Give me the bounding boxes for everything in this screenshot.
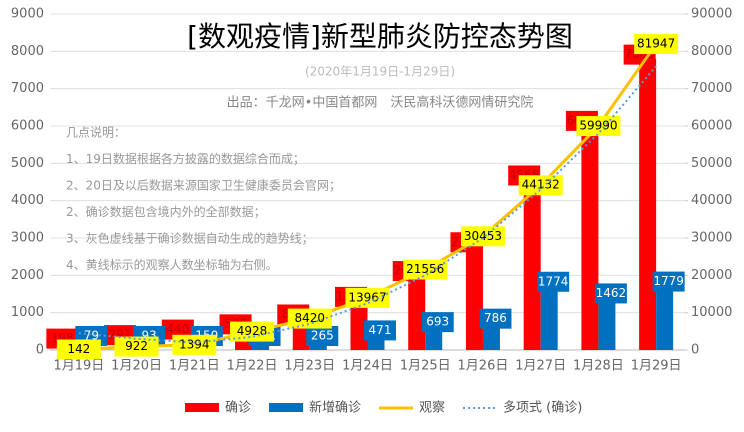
y-tick-label: 0 bbox=[36, 343, 44, 358]
bar bbox=[656, 283, 674, 350]
value-label: 59990 bbox=[579, 119, 617, 133]
y2-tick-label: 30000 bbox=[691, 231, 732, 246]
value-label-box bbox=[652, 271, 685, 292]
value-label-box bbox=[594, 283, 627, 304]
x-tick-label: 1月23日 bbox=[284, 359, 335, 374]
bar bbox=[598, 295, 616, 350]
value-label: 79 bbox=[84, 329, 99, 343]
x-tick-label: 1月27日 bbox=[515, 359, 566, 374]
bar bbox=[581, 124, 599, 350]
x-tick-label: 1月28日 bbox=[573, 359, 624, 374]
value-label-box bbox=[576, 116, 621, 137]
value-label-box bbox=[306, 326, 339, 346]
legend-label: 新增确诊 bbox=[309, 400, 361, 416]
x-tick-label: 1月20日 bbox=[111, 359, 162, 374]
chart-subtitle: (2020年1月19日-1月29日) bbox=[305, 65, 455, 79]
value-label: 1774 bbox=[538, 274, 569, 288]
bar bbox=[350, 300, 368, 350]
value-label: 471 bbox=[369, 323, 392, 337]
y2-tick-label: 40000 bbox=[691, 193, 732, 208]
bar bbox=[639, 58, 657, 350]
y-tick-label: 2000 bbox=[11, 268, 44, 283]
y-tick-label: 6000 bbox=[11, 119, 44, 134]
value-label: 786 bbox=[484, 311, 507, 325]
y2-tick-label: 50000 bbox=[691, 156, 732, 171]
y-tick-label: 8000 bbox=[11, 44, 44, 59]
y-tick-label: 5000 bbox=[11, 156, 44, 171]
grid bbox=[50, 13, 685, 351]
legend-label: 观察 bbox=[419, 401, 445, 416]
value-label: 21556 bbox=[406, 262, 444, 276]
y-tick-label: 3000 bbox=[11, 231, 44, 246]
legend-label: 多项式 (确诊) bbox=[503, 400, 582, 416]
bar bbox=[252, 345, 270, 350]
value-label-box bbox=[172, 334, 217, 355]
value-label: 4928 bbox=[237, 324, 268, 338]
note: 2、确诊数据包含境内外的全部数据； bbox=[66, 204, 266, 219]
source: 出品：千龙网•中国首都网 沃民高科沃德网情研究院 bbox=[227, 95, 534, 111]
value-label-box bbox=[479, 308, 512, 329]
value-label: 142 bbox=[67, 342, 90, 356]
y2-tick-label: 80000 bbox=[691, 44, 732, 59]
x-tick-label: 1月24日 bbox=[342, 359, 393, 374]
value-label: 1779 bbox=[653, 274, 684, 288]
value-label-box bbox=[230, 321, 275, 342]
x-tick-label: 1月22日 bbox=[227, 359, 278, 374]
note: 几点说明： bbox=[66, 125, 126, 140]
value-label-box bbox=[634, 34, 679, 55]
note: 3、灰色虚线基于确诊数据自动生成的趋势线； bbox=[66, 231, 314, 246]
value-label-box bbox=[421, 312, 454, 333]
y2-tick-label: 0 bbox=[691, 343, 699, 358]
legend-swatch bbox=[269, 403, 304, 412]
y2-tick-label: 60000 bbox=[691, 119, 732, 134]
value-label: 693 bbox=[426, 315, 449, 329]
value-label: 440 bbox=[166, 322, 189, 336]
value-label: 265 bbox=[311, 329, 334, 343]
value-label-box bbox=[537, 271, 570, 292]
value-label: 1462 bbox=[596, 286, 627, 300]
value-label-box bbox=[56, 339, 101, 360]
y2-tick-label: 10000 bbox=[691, 305, 732, 320]
note: 2、20日及以后数据来源国家卫生健康委员会官网； bbox=[66, 178, 341, 193]
y2-tick-label: 90000 bbox=[691, 7, 732, 22]
legend-swatch bbox=[185, 403, 219, 412]
y2-tick-label: 70000 bbox=[691, 81, 732, 96]
x-tick-label: 1月25日 bbox=[400, 359, 451, 374]
value-label-box bbox=[287, 308, 332, 329]
bar bbox=[540, 283, 558, 350]
y-tick-label: 9000 bbox=[11, 7, 44, 22]
x-tick-label: 1月21日 bbox=[169, 359, 220, 374]
bar bbox=[408, 275, 426, 350]
value-label: 922 bbox=[125, 339, 148, 353]
y-tick-label: 7000 bbox=[11, 81, 44, 96]
value-label: 81947 bbox=[637, 37, 675, 51]
y2-tick-label: 20000 bbox=[691, 268, 732, 283]
value-label-box bbox=[161, 319, 194, 340]
x-tick-label: 1月26日 bbox=[458, 359, 509, 374]
x-tick-label: 1月29日 bbox=[631, 359, 682, 374]
value-label: 8420 bbox=[294, 311, 325, 325]
value-label: 13967 bbox=[348, 290, 386, 304]
line bbox=[78, 65, 657, 344]
x-tick-label: 1月19日 bbox=[53, 359, 104, 374]
value-label-box bbox=[518, 175, 563, 196]
bar bbox=[523, 179, 541, 350]
value-label-box bbox=[364, 320, 396, 341]
value-label: 1394 bbox=[179, 337, 210, 351]
value-label: 30453 bbox=[464, 229, 502, 243]
value-label-box bbox=[460, 226, 505, 247]
legend-label: 确诊 bbox=[225, 401, 251, 416]
y-tick-label: 1000 bbox=[11, 305, 44, 320]
value-label-box bbox=[345, 287, 390, 308]
y-tick-label: 4000 bbox=[11, 193, 44, 208]
note: 1、19日数据根据各方披露的数据综合而成； bbox=[66, 151, 305, 166]
value-label-box bbox=[114, 336, 159, 357]
value-label: 44132 bbox=[522, 178, 560, 192]
chart-title: [数观疫情]新型肺炎防控态势图 bbox=[187, 20, 573, 53]
note: 4、黄线标示的观察人数坐标轴为右侧。 bbox=[66, 257, 278, 272]
value-label-box bbox=[403, 259, 448, 280]
bar bbox=[465, 246, 483, 350]
